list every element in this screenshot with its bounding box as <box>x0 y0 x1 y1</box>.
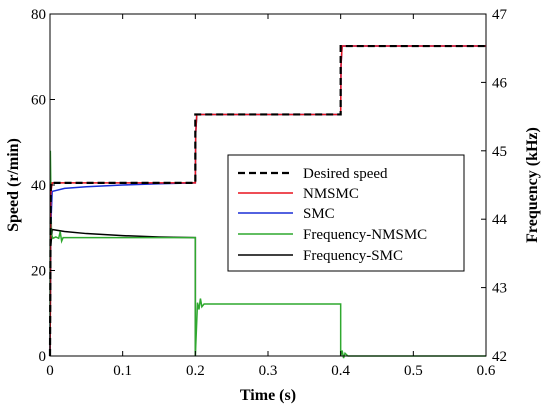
x-tick-label: 0 <box>46 363 54 379</box>
x-tick-label: 0.6 <box>477 363 496 379</box>
y-axis-left-label: Speed (r/min) <box>5 138 22 232</box>
legend-label-desired: Desired speed <box>303 166 388 182</box>
y-right-tick-label: 46 <box>492 75 508 91</box>
legend-label-freq-smc: Frequency-SMC <box>303 248 403 264</box>
x-axis-label: Time (s) <box>240 387 296 404</box>
x-tick-label: 0.5 <box>404 363 423 379</box>
x-tick-label: 0.2 <box>186 363 205 379</box>
y-right-tick-label: 47 <box>492 7 508 23</box>
series-line-frequency-nmsmc <box>49 150 486 359</box>
legend-label-smc: SMC <box>303 206 335 222</box>
x-tick-label: 0.3 <box>259 363 278 379</box>
series-line-desired-speed <box>48 44 486 357</box>
x-tick-label: 0.1 <box>113 363 132 379</box>
x-tick-label: 0.4 <box>331 363 350 379</box>
legend: Desired speed NMSMC SMC Frequency-NMSMC … <box>227 154 465 272</box>
series-line-frequency-smc <box>49 228 197 357</box>
y-left-tick-label: 40 <box>31 178 46 194</box>
plot-lines <box>48 44 486 359</box>
legend-label-freq-nmsmc: Frequency-NMSMC <box>303 227 427 243</box>
y-left-tick-label: 80 <box>31 7 46 23</box>
y-right-tick-label: 42 <box>492 349 507 365</box>
y-left-tick-label: 20 <box>31 264 46 280</box>
y-right-tick-label: 44 <box>492 212 508 228</box>
legend-label-nmsmc: NMSMC <box>303 186 359 202</box>
y-right-tick-label: 43 <box>492 281 507 297</box>
axis-ticks: 0 0.1 0.2 0.3 0.4 0.5 0.6 0 20 40 60 80 42 43 44 45 46 47 <box>31 7 508 379</box>
y-left-tick-label: 0 <box>39 349 47 365</box>
y-axis-right-label: Frequency (kHz) <box>524 127 541 243</box>
y-left-tick-label: 60 <box>31 93 46 109</box>
y-right-tick-label: 45 <box>492 144 507 160</box>
